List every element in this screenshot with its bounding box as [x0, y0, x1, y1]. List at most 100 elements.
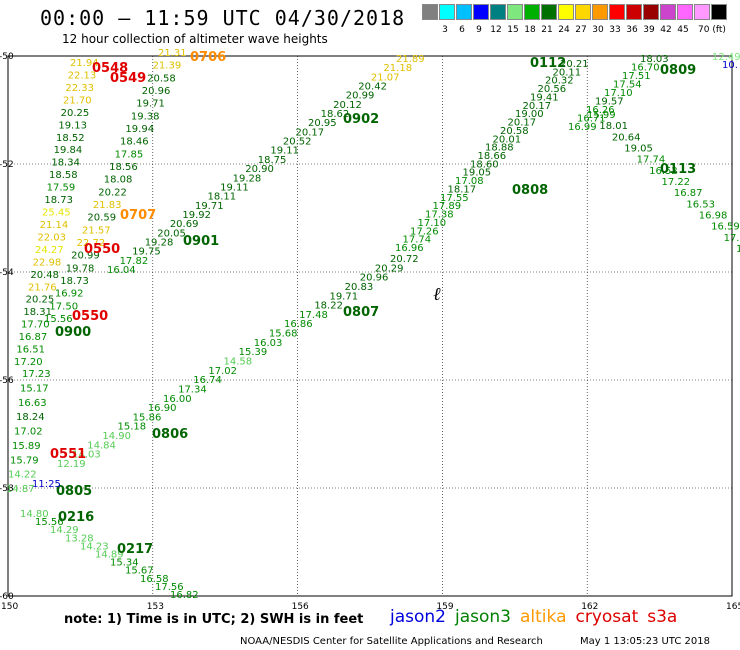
wave-height-value: 14.03: [72, 450, 101, 461]
wave-height-value: 17.82: [120, 256, 149, 267]
wave-height-value: 17.51: [622, 71, 651, 82]
color-scale-label: 42: [660, 25, 672, 35]
wave-height-value: 17.74: [403, 235, 432, 246]
color-swatch: [507, 4, 523, 20]
wave-height-value: 16.58: [140, 574, 169, 585]
wave-height-value: 21.57: [82, 225, 111, 236]
wave-height-value: 15.86: [133, 412, 162, 423]
track-label: 0807: [343, 305, 379, 320]
lon-tick-label: 165: [726, 602, 740, 612]
wave-height-value: 14.84: [87, 440, 116, 451]
wave-height-value: 14.87: [6, 484, 35, 495]
wave-height-value: 17.48: [299, 310, 328, 321]
wave-height-value: 16.53: [686, 199, 715, 210]
wave-height-value: 22.98: [33, 257, 62, 268]
wave-height-value: 22.33: [65, 83, 94, 94]
track-label: 0548: [92, 61, 128, 76]
lat-tick-label: -52: [0, 160, 14, 170]
wave-height-value: 20.99: [346, 91, 375, 102]
wave-height-value: 15.34: [110, 558, 139, 569]
wave-height-value: 20.56: [538, 84, 567, 95]
wave-height-value: 19.13: [58, 120, 87, 131]
track-label: 0216: [58, 510, 94, 525]
wave-height-value: 17.70: [21, 320, 50, 331]
color-swatch: [677, 4, 693, 20]
wave-height-value: 19.05: [463, 168, 492, 179]
wave-height-value: 16.04: [107, 265, 136, 276]
wave-height-value: 22.13: [68, 70, 97, 81]
wave-height-value: 18.73: [44, 195, 73, 206]
wave-height-value: 16.96: [395, 243, 424, 254]
wave-height-value: 20.58: [147, 73, 176, 84]
color-scale-label: 6: [459, 25, 465, 35]
wave-height-value: 17.02: [14, 427, 43, 438]
wave-height-value: 13.28: [65, 533, 94, 544]
wave-height-value: 18.56: [109, 162, 138, 173]
color-swatch: [490, 4, 506, 20]
lon-tick-label: 159: [436, 602, 453, 612]
track-label: 0113: [660, 162, 696, 177]
wave-height-value: 14.58: [224, 357, 253, 368]
color-swatch: [626, 4, 642, 20]
cursor-icon: ℓ: [433, 284, 441, 305]
wave-height-value: 21.31: [158, 48, 187, 59]
wave-height-value: 15.67: [125, 566, 154, 577]
wave-height-value: 17.59: [47, 183, 76, 194]
wave-height-value: 15.18: [118, 422, 147, 433]
color-swatch: [660, 4, 676, 20]
lat-tick-label: -56: [0, 376, 14, 386]
color-swatch: [575, 4, 591, 20]
wave-height-value: 16.70: [631, 63, 660, 74]
lon-tick-label: 156: [292, 602, 309, 612]
wave-height-value: 16.52: [649, 166, 678, 177]
track-label: 12.49: [712, 52, 740, 63]
color-swatch: [609, 4, 625, 20]
wave-height-value: 15.39: [239, 347, 268, 358]
wave-height-value: 20.69: [170, 219, 199, 230]
lat-tick-label: -50: [0, 52, 14, 62]
wave-height-value: 16.71: [577, 114, 606, 125]
wave-height-value: 21.83: [93, 200, 122, 211]
satellite-legend-item: jason3: [455, 607, 511, 627]
wave-height-value: 20.59: [87, 213, 116, 224]
wave-height-value: 18.52: [56, 133, 85, 144]
lat-tick-label: -60: [0, 592, 14, 602]
wave-height-value: 15.56: [44, 314, 73, 325]
color-scale-label: 39: [643, 25, 655, 35]
color-swatch: [711, 4, 727, 20]
color-swatch: [439, 4, 455, 20]
satellite-legend-item: jason2: [390, 607, 446, 627]
lon-tick-label: 150: [1, 602, 18, 612]
wave-height-value: 18.22: [314, 301, 343, 312]
wave-height-value: 17.20: [14, 357, 43, 368]
wave-height-value: 18.31: [23, 307, 52, 318]
wave-height-value: 18.34: [51, 158, 80, 169]
wave-height-value: 20.72: [390, 254, 419, 265]
wave-height-value: 20.25: [61, 108, 90, 119]
color-swatch: [643, 4, 659, 20]
wave-height-value: 20.17: [523, 101, 552, 112]
wave-height-value: 16.87: [19, 332, 48, 343]
wave-height-value: 20.42: [358, 82, 387, 93]
color-swatch: [524, 4, 540, 20]
wave-height-value: 22.03: [37, 232, 66, 243]
wave-height-value: 16.03: [254, 338, 283, 349]
wave-height-value: 16.51: [16, 345, 45, 356]
track-label: 0809: [660, 63, 696, 78]
wave-height-value: 16.82: [170, 590, 199, 601]
color-scale-label: 27: [575, 25, 587, 35]
satellite-tracks: 21.8921.1821.0720.4220.9920.1218.6220.95…: [6, 48, 740, 601]
wave-height-value: 18.17: [448, 184, 477, 195]
wave-height-value: 18.03: [640, 54, 669, 65]
wave-height-value: 17.56: [155, 582, 184, 593]
wave-height-value: 21.89: [396, 54, 425, 65]
color-scale-label: 36: [626, 25, 638, 35]
color-scale-label: 9: [476, 25, 482, 35]
color-scale-label: 18: [524, 25, 536, 35]
track-label: 0551: [50, 447, 86, 462]
wave-height-value: 18.75: [258, 155, 287, 166]
color-scale-label: 33: [609, 25, 621, 35]
map-grid: [7, 55, 733, 597]
wave-height-value: 21.70: [63, 95, 92, 106]
